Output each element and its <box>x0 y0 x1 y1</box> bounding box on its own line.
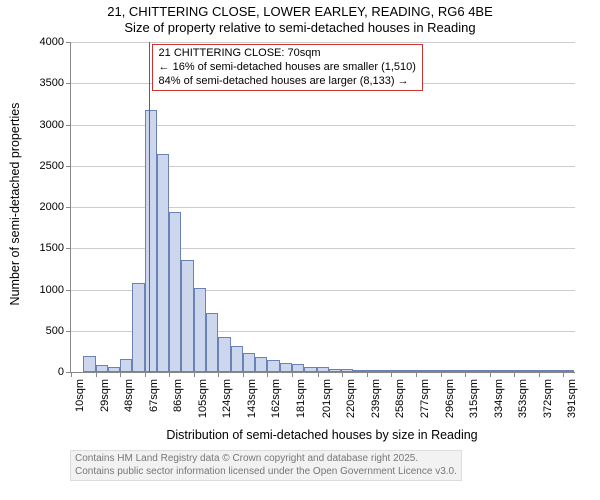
histogram-bar <box>353 370 365 372</box>
x-tickmark <box>267 372 268 377</box>
histogram-bar <box>501 370 513 372</box>
x-tick-label: 277sqm <box>419 379 431 418</box>
x-tick-label: 239sqm <box>370 379 382 418</box>
gridline <box>71 42 575 43</box>
x-tickmark <box>318 372 319 377</box>
histogram-bar <box>550 370 562 372</box>
histogram-bar <box>194 288 206 372</box>
y-axis-title: Number of semi-detached properties <box>8 69 22 339</box>
y-tickmark <box>66 42 71 43</box>
x-tick-label: 124sqm <box>221 379 233 418</box>
histogram-bar <box>96 365 108 372</box>
histogram-bar <box>427 370 439 372</box>
histogram-bar <box>145 110 157 372</box>
histogram-bar <box>267 360 279 372</box>
x-tickmark <box>71 372 72 377</box>
y-tickmark <box>66 83 71 84</box>
x-tick-label: 353sqm <box>517 379 529 418</box>
chart-titles: 21, CHITTERING CLOSE, LOWER EARLEY, READ… <box>0 0 600 37</box>
x-tick-label: 162sqm <box>270 379 282 418</box>
x-tick-label: 143sqm <box>246 379 258 418</box>
chart-container: 21, CHITTERING CLOSE, LOWER EARLEY, READ… <box>0 0 600 500</box>
x-tickmark <box>539 372 540 377</box>
x-tick-label: 220sqm <box>345 379 357 418</box>
histogram-bar <box>476 370 488 372</box>
x-tick-label: 48sqm <box>123 379 135 412</box>
histogram-bar <box>120 359 132 372</box>
plot-area: 21 CHITTERING CLOSE: 70sqm ← 16% of semi… <box>70 42 575 373</box>
info-line-2: ← 16% of semi-detached houses are smalle… <box>159 61 416 75</box>
x-tick-label: 29sqm <box>99 379 111 412</box>
x-tickmark <box>342 372 343 377</box>
x-tickmark <box>218 372 219 377</box>
attribution-line-1: Contains HM Land Registry data © Crown c… <box>75 453 457 466</box>
x-tickmark <box>441 372 442 377</box>
info-line-3: 84% of semi-detached houses are larger (… <box>159 75 416 89</box>
x-tickmark <box>490 372 491 377</box>
histogram-bar <box>304 367 316 372</box>
x-tickmark <box>563 372 564 377</box>
x-tick-label: 296sqm <box>444 379 456 418</box>
x-tickmark <box>120 372 121 377</box>
x-tickmark <box>96 372 97 377</box>
histogram-bar <box>206 313 218 372</box>
x-tick-label: 391sqm <box>566 379 578 418</box>
x-tick-label: 315sqm <box>468 379 480 418</box>
x-tick-label: 258sqm <box>394 379 406 418</box>
x-tickmark <box>514 372 515 377</box>
histogram-bar <box>243 353 255 372</box>
info-box: 21 CHITTERING CLOSE: 70sqm ← 16% of semi… <box>152 44 423 91</box>
x-tickmark <box>243 372 244 377</box>
y-tickmark <box>66 125 71 126</box>
histogram-bar <box>329 369 341 372</box>
title-line-1: 21, CHITTERING CLOSE, LOWER EARLEY, READ… <box>0 4 600 20</box>
x-tickmark <box>292 372 293 377</box>
histogram-bar <box>132 283 144 372</box>
x-tickmark <box>169 372 170 377</box>
histogram-bar <box>218 337 230 372</box>
histogram-bar <box>525 370 537 372</box>
histogram-bar <box>292 364 304 372</box>
x-tick-label: 10sqm <box>74 379 86 412</box>
y-tick-label: 4000 <box>0 36 64 48</box>
histogram-bar <box>83 356 95 372</box>
title-line-2: Size of property relative to semi-detach… <box>0 20 600 36</box>
x-tick-label: 181sqm <box>295 379 307 418</box>
y-tickmark <box>66 207 71 208</box>
x-tickmark <box>391 372 392 377</box>
histogram-bar <box>169 212 181 372</box>
histogram-bar <box>280 363 292 372</box>
x-tick-label: 86sqm <box>172 379 184 412</box>
histogram-bar <box>402 370 414 372</box>
histogram-bar <box>157 154 169 372</box>
x-tickmark <box>194 372 195 377</box>
histogram-bar <box>231 346 243 372</box>
x-tickmark <box>465 372 466 377</box>
histogram-bar <box>108 367 120 372</box>
marker-line <box>149 42 150 372</box>
histogram-bar <box>378 370 390 372</box>
attribution-line-2: Contains public sector information licen… <box>75 466 457 479</box>
x-tick-label: 372sqm <box>542 379 554 418</box>
x-tick-label: 201sqm <box>321 379 333 418</box>
info-line-1: 21 CHITTERING CLOSE: 70sqm <box>159 47 416 61</box>
histogram-bar <box>452 370 464 372</box>
attribution-box: Contains HM Land Registry data © Crown c… <box>70 450 462 481</box>
x-tickmark <box>367 372 368 377</box>
x-tickmark <box>416 372 417 377</box>
y-tickmark <box>66 248 71 249</box>
histogram-bar <box>181 260 193 372</box>
x-tick-label: 67sqm <box>148 379 160 412</box>
x-axis-title: Distribution of semi-detached houses by … <box>70 428 574 442</box>
x-tick-label: 105sqm <box>197 379 209 418</box>
x-tickmark <box>145 372 146 377</box>
y-tickmark <box>66 166 71 167</box>
x-tick-label: 334sqm <box>493 379 505 418</box>
y-tickmark <box>66 290 71 291</box>
y-tickmark <box>66 331 71 332</box>
histogram-bar <box>255 357 267 372</box>
y-tick-label: 0 <box>0 366 64 378</box>
